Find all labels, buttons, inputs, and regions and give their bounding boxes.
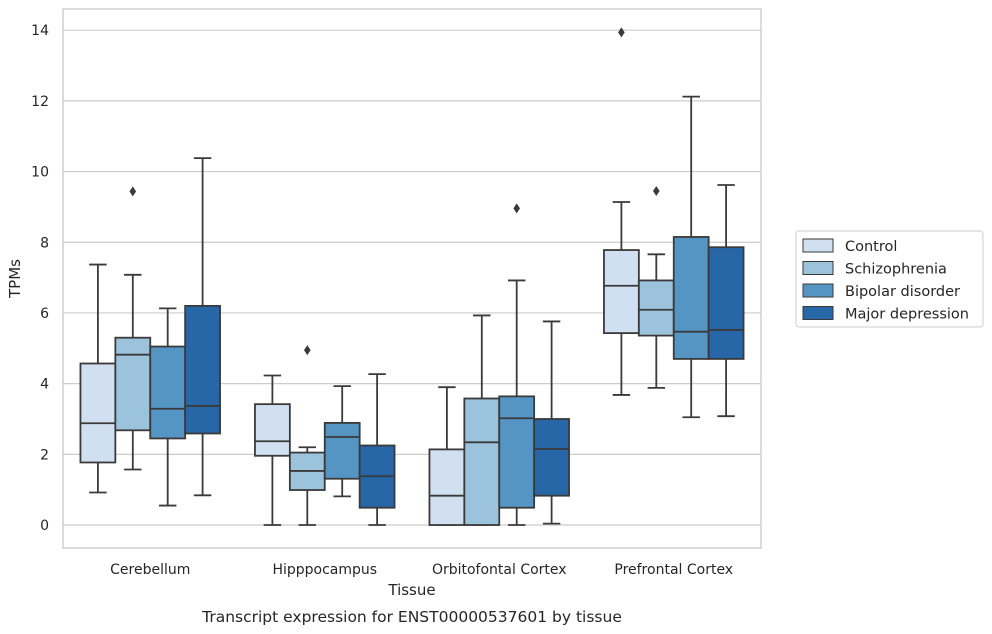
x-tick-label: Orbitofontal Cortex (432, 562, 567, 578)
box-series (79, 27, 745, 526)
outlier-point (653, 186, 660, 197)
x-tick-label: Hipppocampus (272, 562, 377, 578)
box-iqr (79, 362, 117, 464)
legend-swatch (802, 261, 834, 275)
box-iqr (184, 304, 221, 435)
box-schizophrenia (288, 345, 326, 526)
legend-swatch (802, 238, 834, 253)
box-iqr (114, 336, 152, 432)
legend-label: Major depression (845, 307, 969, 323)
outlier-point (129, 186, 137, 197)
box-iqr (603, 249, 640, 335)
x-axis-ticks: Cerebellum Hipppocampus Orbitofontal Corte… (110, 562, 733, 578)
legend-swatch (802, 306, 834, 320)
legend-label: Bipolar disorder (845, 284, 960, 300)
box-bipolar-disorder (498, 203, 536, 526)
box-iqr (672, 236, 710, 360)
y-tick-label: 14 (31, 23, 49, 39)
box-schizophrenia (463, 314, 501, 526)
box-control (603, 27, 640, 396)
box-iqr (707, 246, 745, 360)
y-axis-ticks: 0 2 4 6 8 10 12 14 (31, 23, 49, 534)
outlier-point (513, 203, 520, 214)
box-control (79, 263, 117, 494)
box-major-depression (533, 320, 570, 525)
legend-frame (795, 230, 984, 328)
box-iqr (637, 279, 675, 337)
legend-label: Schizophrenia (845, 262, 947, 278)
box-control (428, 386, 466, 526)
box-schizophrenia (114, 186, 152, 471)
x-tick-label: Cerebellum (110, 562, 190, 578)
x-axis-title: Tissue (387, 581, 435, 599)
box-control (254, 374, 291, 526)
y-tick-label: 6 (40, 306, 49, 322)
box-schizophrenia (637, 186, 675, 389)
box-iqr (149, 345, 187, 440)
box-bipolar-disorder (323, 385, 361, 498)
box-iqr (254, 403, 291, 457)
box-major-depression (358, 373, 396, 526)
box-iqr (498, 395, 536, 509)
y-tick-label: 4 (40, 377, 49, 393)
y-tick-label: 8 (40, 235, 49, 251)
figure-caption: Transcript expression for ENST0000053760… (201, 608, 622, 626)
box-iqr (463, 397, 501, 526)
box-iqr (428, 448, 466, 526)
legend-label: Control (845, 239, 897, 255)
legend: Control Schizophrenia Bipolar disorder Majo… (795, 230, 984, 328)
legend-items: Control Schizophrenia Bipolar disorder Majo… (802, 238, 969, 323)
plot-frame (62, 8, 762, 549)
box-major-depression (707, 184, 745, 418)
legend-swatch (802, 283, 834, 298)
x-tick-label: Prefrontal Cortex (614, 562, 733, 578)
outlier-point (618, 27, 625, 38)
y-tick-label: 12 (31, 94, 49, 110)
box-iqr (533, 418, 570, 497)
y-tick-label: 0 (40, 518, 49, 534)
y-axis-title: TPMs (6, 259, 24, 299)
box-bipolar-disorder (149, 307, 187, 507)
box-bipolar-disorder (672, 95, 710, 419)
y-tick-label: 2 (40, 447, 49, 463)
box-major-depression (184, 157, 221, 497)
outlier-point (304, 345, 311, 356)
box-iqr (323, 421, 361, 480)
y-tick-label: 10 (31, 165, 49, 181)
